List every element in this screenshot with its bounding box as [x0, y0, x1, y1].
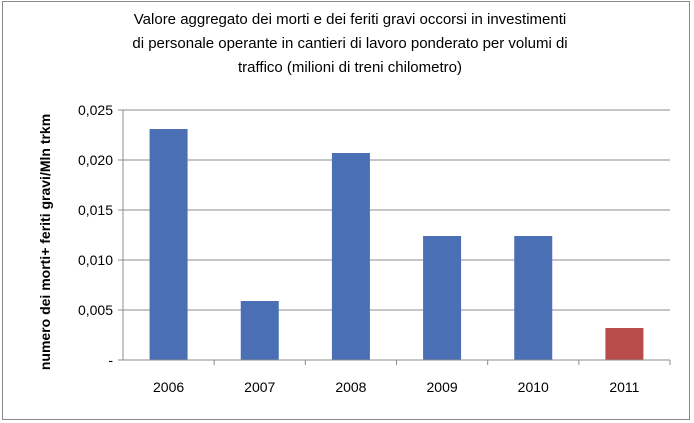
chart-title: Valore aggregato dei morti e dei feriti …: [70, 8, 630, 80]
x-tick-label: 2011: [609, 379, 639, 395]
y-tick-label: 0,010: [78, 252, 113, 268]
y-axis-label: numero dei morti+ feriti gravi/Mln trkm: [37, 114, 53, 370]
y-tick-label: -: [108, 352, 113, 368]
bar-2009: [423, 236, 462, 360]
x-tick-label: 2006: [153, 379, 184, 395]
y-tick-label: 0,015: [78, 202, 113, 218]
bar-2008: [331, 153, 370, 360]
gridlines: [118, 109, 670, 361]
x-tick-label: 2009: [427, 379, 458, 395]
chart-title-line-3: traffico (milioni di treni chilometro): [238, 59, 462, 76]
y-tick-labels: - 0,005 0,010 0,015 0,020 0,025: [78, 102, 113, 368]
chart-title-line-1: Valore aggregato dei morti e dei feriti …: [133, 11, 567, 28]
y-tick-label: 0,005: [78, 302, 113, 318]
axes: [122, 110, 670, 361]
y-tick-label: 0,020: [78, 152, 113, 168]
bar-2006: [149, 129, 188, 360]
bars: [149, 129, 644, 360]
x-tick-labels: 2006 2007 2008 2009 2010 2011: [153, 360, 671, 395]
x-tick-label: 2007: [244, 379, 275, 395]
x-tick-label: 2010: [518, 379, 549, 395]
chart-title-line-2: di personale operante in cantieri di lav…: [132, 35, 568, 52]
bar-2010: [514, 236, 553, 360]
x-tick-label: 2008: [335, 379, 366, 395]
bar-2011: [605, 328, 644, 360]
y-tick-label: 0,025: [78, 102, 113, 118]
bar-2007: [240, 301, 279, 360]
